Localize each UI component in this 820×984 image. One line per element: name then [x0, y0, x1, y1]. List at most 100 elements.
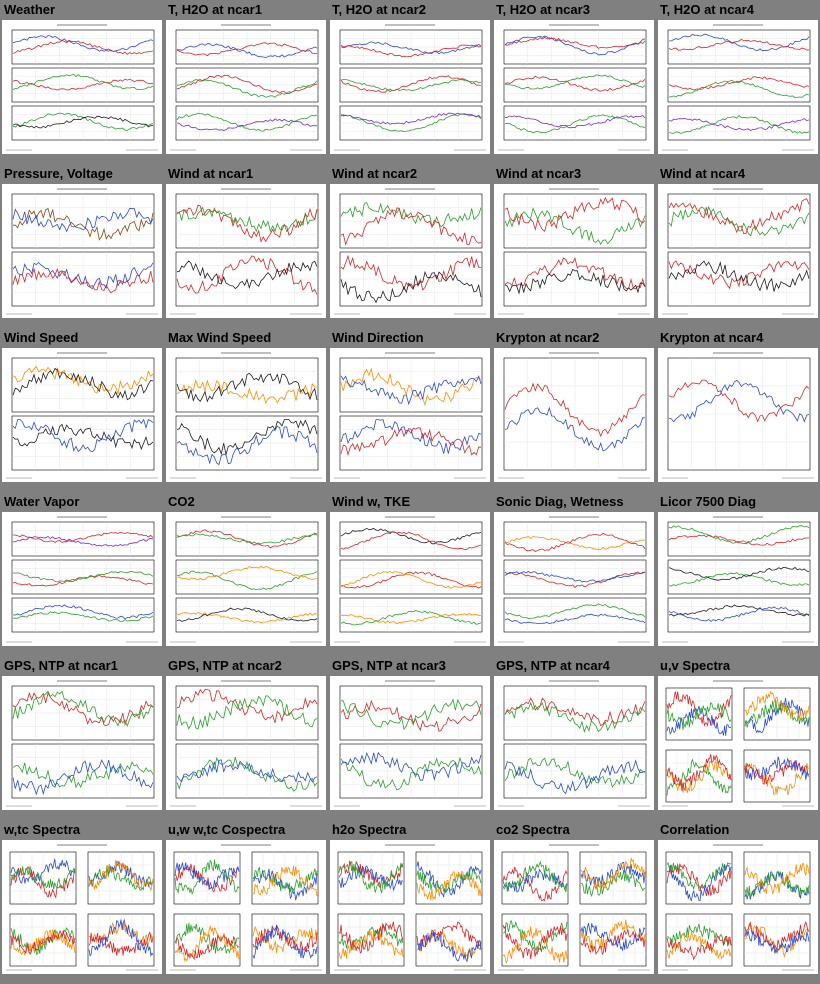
cell-t-h2o-at-ncar3: T, H2O at ncar3 [494, 2, 654, 157]
plot-thumbnail-krypton-at-ncar4 [658, 348, 818, 482]
thumbnail-link-wind-at-ncar2[interactable] [330, 184, 490, 318]
cell-title-krypton-at-ncar4: Krypton at ncar4 [660, 330, 764, 345]
cell-title-gps-ntp-at-ncar3: GPS, NTP at ncar3 [332, 658, 446, 673]
thumbnail-link-krypton-at-ncar4[interactable] [658, 348, 818, 482]
cell-title-pressure-voltage: Pressure, Voltage [4, 166, 113, 181]
plot-thumbnail-co2-spectra [494, 840, 654, 974]
cell-title-wind-speed: Wind Speed [4, 330, 79, 345]
plot-thumbnail-u-v-spectra [658, 676, 818, 810]
plot-thumbnail-sonic-diag-wetness [494, 512, 654, 646]
thumbnail-link-max-wind-speed[interactable] [166, 348, 326, 482]
thumbnail-link-t-h2o-at-ncar3[interactable] [494, 20, 654, 154]
thumbnail-link-krypton-at-ncar2[interactable] [494, 348, 654, 482]
thumbnail-link-water-vapor[interactable] [2, 512, 162, 646]
plot-thumbnail-gps-ntp-at-ncar4 [494, 676, 654, 810]
cell-h2o-spectra: h2o Spectra [330, 822, 490, 977]
thumbnail-link-t-h2o-at-ncar4[interactable] [658, 20, 818, 154]
thumbnail-link-correlation[interactable] [658, 840, 818, 974]
thumbnail-link-co2[interactable] [166, 512, 326, 646]
cell-gps-ntp-at-ncar2: GPS, NTP at ncar2 [166, 658, 326, 813]
cell-title-w-tc-spectra: w,tc Spectra [4, 822, 81, 837]
cell-title-wind-direction: Wind Direction [332, 330, 424, 345]
plot-thumbnail-h2o-spectra [330, 840, 490, 974]
thumbnail-link-wind-speed[interactable] [2, 348, 162, 482]
thumbnail-link-co2-spectra[interactable] [494, 840, 654, 974]
plot-thumbnail-wind-at-ncar1 [166, 184, 326, 318]
cell-gps-ntp-at-ncar1: GPS, NTP at ncar1 [2, 658, 162, 813]
cell-gps-ntp-at-ncar3: GPS, NTP at ncar3 [330, 658, 490, 813]
cell-title-u-w-w-tc-cospectra: u,w w,tc Cospectra [168, 822, 286, 837]
cell-u-v-spectra: u,v Spectra [658, 658, 818, 813]
cell-max-wind-speed: Max Wind Speed [166, 330, 326, 485]
cell-t-h2o-at-ncar1: T, H2O at ncar1 [166, 2, 326, 157]
cell-wind-at-ncar2: Wind at ncar2 [330, 166, 490, 321]
cell-t-h2o-at-ncar2: T, H2O at ncar2 [330, 2, 490, 157]
cell-weather: Weather [2, 2, 162, 157]
cell-wind-direction: Wind Direction [330, 330, 490, 485]
plot-thumbnail-t-h2o-at-ncar2 [330, 20, 490, 154]
cell-title-t-h2o-at-ncar3: T, H2O at ncar3 [496, 2, 590, 17]
cell-water-vapor: Water Vapor [2, 494, 162, 649]
plot-thumbnail-correlation [658, 840, 818, 974]
thumbnail-link-wind-at-ncar4[interactable] [658, 184, 818, 318]
cell-title-t-h2o-at-ncar2: T, H2O at ncar2 [332, 2, 426, 17]
plot-thumbnail-pressure-voltage [2, 184, 162, 318]
cell-co2: CO2 [166, 494, 326, 649]
cell-w-tc-spectra: w,tc Spectra [2, 822, 162, 977]
cell-title-correlation: Correlation [660, 822, 730, 837]
thumbnail-link-w-tc-spectra[interactable] [2, 840, 162, 974]
thumbnail-link-weather[interactable] [2, 20, 162, 154]
cell-title-water-vapor: Water Vapor [4, 494, 80, 509]
plot-thumbnail-max-wind-speed [166, 348, 326, 482]
plot-thumbnail-t-h2o-at-ncar1 [166, 20, 326, 154]
cell-title-co2-spectra: co2 Spectra [496, 822, 570, 837]
thumbnail-link-t-h2o-at-ncar1[interactable] [166, 20, 326, 154]
plot-thumbnail-gps-ntp-at-ncar1 [2, 676, 162, 810]
plot-thumbnail-t-h2o-at-ncar4 [658, 20, 818, 154]
thumbnail-link-sonic-diag-wetness[interactable] [494, 512, 654, 646]
thumbnail-link-gps-ntp-at-ncar3[interactable] [330, 676, 490, 810]
cell-u-w-w-tc-cospectra: u,w w,tc Cospectra [166, 822, 326, 977]
cell-title-wind-at-ncar4: Wind at ncar4 [660, 166, 746, 181]
thumbnail-link-u-w-w-tc-cospectra[interactable] [166, 840, 326, 974]
cell-krypton-at-ncar4: Krypton at ncar4 [658, 330, 818, 485]
cell-title-gps-ntp-at-ncar4: GPS, NTP at ncar4 [496, 658, 610, 673]
plot-thumbnail-wind-at-ncar2 [330, 184, 490, 318]
cell-title-wind-at-ncar2: Wind at ncar2 [332, 166, 418, 181]
thumbnail-link-u-v-spectra[interactable] [658, 676, 818, 810]
thumbnail-link-gps-ntp-at-ncar2[interactable] [166, 676, 326, 810]
thumbnail-link-pressure-voltage[interactable] [2, 184, 162, 318]
cell-title-t-h2o-at-ncar4: T, H2O at ncar4 [660, 2, 754, 17]
cell-co2-spectra: co2 Spectra [494, 822, 654, 977]
cell-title-wind-w-tke: Wind w, TKE [332, 494, 411, 509]
thumbnail-link-t-h2o-at-ncar2[interactable] [330, 20, 490, 154]
thumbnail-link-gps-ntp-at-ncar1[interactable] [2, 676, 162, 810]
plot-thumbnail-wind-speed [2, 348, 162, 482]
thumbnail-link-h2o-spectra[interactable] [330, 840, 490, 974]
cell-t-h2o-at-ncar4: T, H2O at ncar4 [658, 2, 818, 157]
cell-gps-ntp-at-ncar4: GPS, NTP at ncar4 [494, 658, 654, 813]
plot-thumbnail-krypton-at-ncar2 [494, 348, 654, 482]
cell-correlation: Correlation [658, 822, 818, 977]
plot-thumbnail-wind-at-ncar3 [494, 184, 654, 318]
cell-title-krypton-at-ncar2: Krypton at ncar2 [496, 330, 600, 345]
cell-title-licor-7500-diag: Licor 7500 Diag [660, 494, 757, 509]
plot-thumbnail-water-vapor [2, 512, 162, 646]
thumbnail-link-wind-at-ncar1[interactable] [166, 184, 326, 318]
plot-thumbnail-w-tc-spectra [2, 840, 162, 974]
cell-licor-7500-diag: Licor 7500 Diag [658, 494, 818, 649]
plot-thumbnail-licor-7500-diag [658, 512, 818, 646]
plot-thumbnail-wind-at-ncar4 [658, 184, 818, 318]
cell-title-max-wind-speed: Max Wind Speed [168, 330, 272, 345]
plot-thumbnail-wind-direction [330, 348, 490, 482]
cell-wind-speed: Wind Speed [2, 330, 162, 485]
cell-title-gps-ntp-at-ncar2: GPS, NTP at ncar2 [168, 658, 282, 673]
thumbnail-link-licor-7500-diag[interactable] [658, 512, 818, 646]
thumbnail-link-wind-w-tke[interactable] [330, 512, 490, 646]
thumbnail-link-wind-at-ncar3[interactable] [494, 184, 654, 318]
thumbnail-link-gps-ntp-at-ncar4[interactable] [494, 676, 654, 810]
plot-thumbnail-weather [2, 20, 162, 154]
cell-title-t-h2o-at-ncar1: T, H2O at ncar1 [168, 2, 262, 17]
thumbnail-link-wind-direction[interactable] [330, 348, 490, 482]
